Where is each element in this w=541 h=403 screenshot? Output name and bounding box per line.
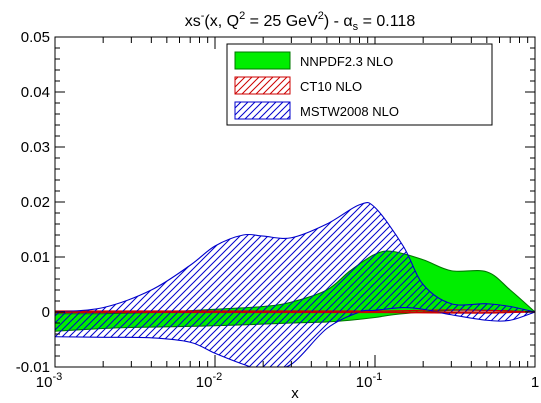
x-tick-label: 10-1: [356, 371, 382, 391]
data-bands: [55, 201, 535, 367]
x-tick-label: 10-3: [36, 371, 62, 391]
x-axis: 10-3 10-2 10-1 1: [36, 37, 539, 391]
x-axis-title: x: [291, 385, 299, 402]
y-tick-label: 0.04: [21, 84, 50, 101]
y-tick-label: -0.01: [16, 359, 50, 376]
mstw-lower-edge: [55, 307, 535, 367]
y-axis: -0.01 0 0.01 0.02 0.03 0.04 0.05: [16, 29, 535, 376]
legend: NNPDF2.3 NLO CT10 NLO MSTW2008 NLO: [226, 43, 493, 126]
legend-swatch-nnpdf: [234, 51, 291, 70]
x-tick-label: 1: [531, 374, 539, 391]
chart-title: xs-(x, Q2 = 25 GeV2) - αs = 0.118: [185, 10, 416, 33]
legend-swatch-ct10: [234, 76, 291, 95]
legend-label-mstw: MSTW2008 NLO: [300, 104, 399, 119]
legend-label-nnpdf: NNPDF2.3 NLO: [300, 54, 393, 69]
mstw-band: [55, 202, 535, 367]
y-tick-label: 0.01: [21, 249, 50, 266]
y-tick-label: 0.02: [21, 194, 50, 211]
y-tick-label: 0.05: [21, 29, 50, 46]
mstw-upper-edge: [55, 201, 535, 313]
legend-label-ct10: CT10 NLO: [300, 79, 362, 94]
y-tick-label: 0.03: [21, 139, 50, 156]
x-tick-label: 10-2: [196, 371, 222, 391]
legend-swatch-mstw: [234, 101, 291, 120]
y-tick-label: 0: [42, 304, 50, 321]
